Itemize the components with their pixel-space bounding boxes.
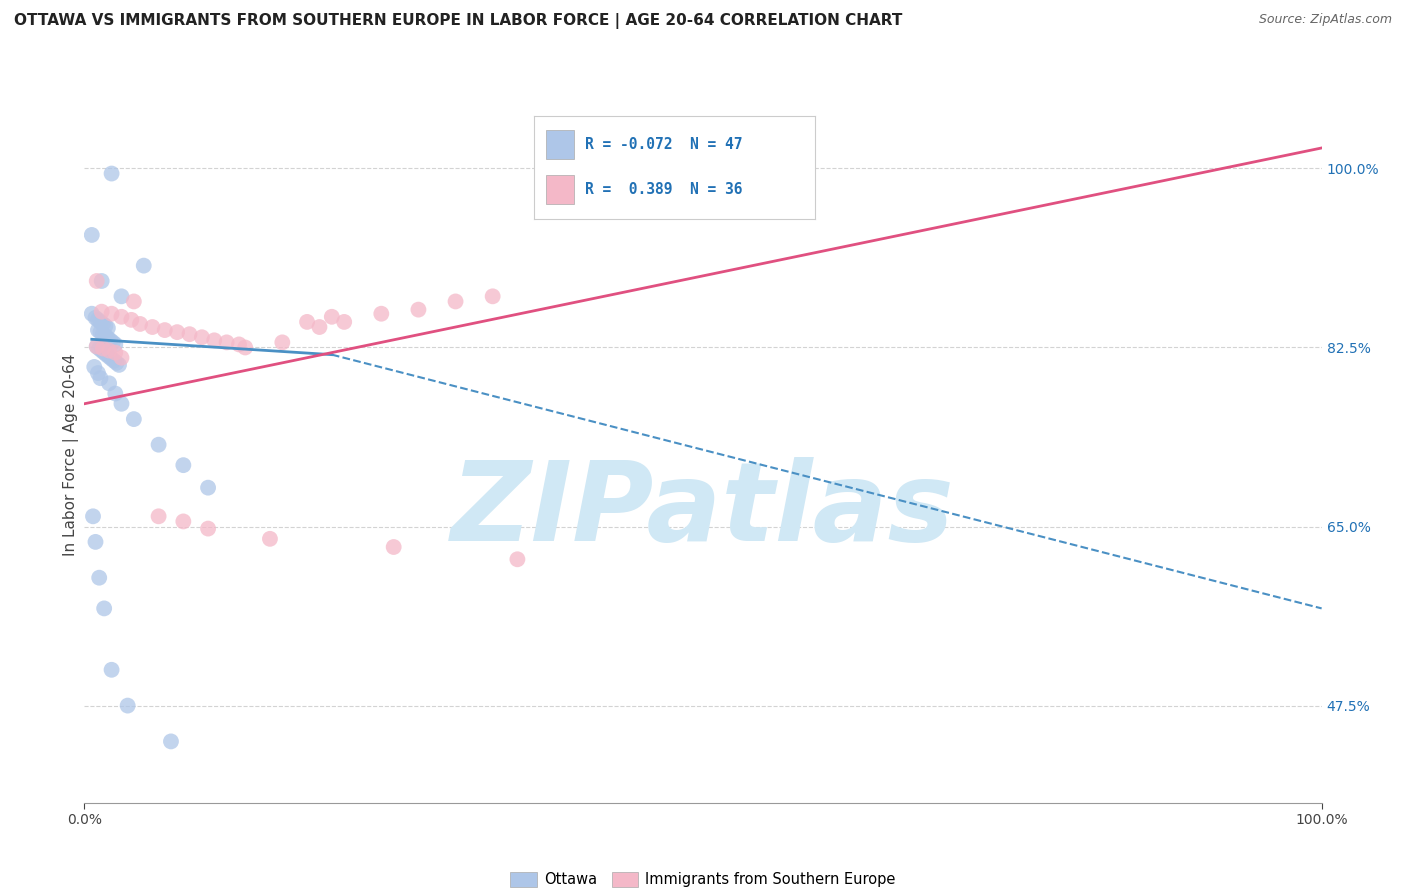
Point [444, 294, 467, 309]
Point [93, 345, 115, 359]
Point [91, 342, 114, 356]
Point [122, 412, 145, 426]
Point [202, 334, 225, 348]
Text: R = -0.072  N = 47: R = -0.072 N = 47 [585, 137, 742, 153]
Bar [546, 176, 574, 204]
Point [97, 321, 120, 335]
Point [91, 327, 114, 342]
Point [166, 325, 188, 339]
Point [93, 601, 115, 615]
Point [117, 698, 139, 713]
Point [87, 366, 110, 380]
Point [94, 318, 117, 333]
Y-axis label: In Labor Force | Age 20-64: In Labor Force | Age 20-64 [63, 354, 79, 556]
Point [80, 227, 103, 242]
Point [191, 330, 214, 344]
Point [83, 359, 105, 374]
Point [89, 342, 111, 356]
Point [89, 371, 111, 385]
Point [481, 289, 503, 303]
Point [122, 294, 145, 309]
Point [98, 334, 121, 348]
Point [110, 397, 132, 411]
Point [308, 320, 330, 334]
Point [233, 341, 256, 355]
Point [104, 386, 127, 401]
Point [101, 335, 124, 350]
Point [100, 351, 122, 366]
Point [110, 351, 132, 365]
Point [96, 348, 118, 362]
Bar [546, 130, 574, 159]
Text: OTTAWA VS IMMIGRANTS FROM SOUTHERN EUROPE IN LABOR FORCE | AGE 20-64 CORRELATION: OTTAWA VS IMMIGRANTS FROM SOUTHERN EUROP… [14, 13, 903, 29]
Point [100, 307, 122, 321]
Point [89, 571, 111, 585]
Point [94, 329, 117, 343]
Point [408, 302, 430, 317]
Point [333, 315, 356, 329]
Text: Source: ZipAtlas.com: Source: ZipAtlas.com [1258, 13, 1392, 27]
Point [80, 307, 103, 321]
Point [321, 310, 343, 324]
Point [506, 552, 529, 566]
Point [89, 315, 111, 329]
Point [100, 663, 122, 677]
Point [89, 325, 111, 339]
Point [82, 509, 104, 524]
Point [271, 335, 294, 350]
Point [90, 343, 112, 358]
Point [197, 522, 219, 536]
Point [105, 356, 128, 370]
Point [153, 323, 176, 337]
Point [100, 167, 122, 181]
Point [98, 376, 121, 391]
Point [104, 337, 127, 351]
Point [259, 532, 281, 546]
Point [97, 331, 120, 345]
Point [84, 310, 107, 325]
Legend: Ottawa, Immigrants from Southern Europe: Ottawa, Immigrants from Southern Europe [505, 866, 901, 892]
Point [197, 481, 219, 495]
Point [295, 315, 318, 329]
Point [172, 458, 194, 472]
Point [98, 350, 121, 364]
Point [90, 304, 112, 318]
Point [98, 343, 121, 358]
Text: ZIPatlas: ZIPatlas [451, 457, 955, 564]
Text: R =  0.389  N = 36: R = 0.389 N = 36 [585, 182, 742, 197]
Point [87, 313, 110, 327]
Point [87, 323, 110, 337]
Point [86, 274, 108, 288]
Point [108, 358, 131, 372]
Point [132, 259, 155, 273]
Point [172, 515, 194, 529]
Point [120, 313, 142, 327]
Point [110, 310, 132, 324]
Point [84, 534, 107, 549]
Point [179, 327, 201, 342]
Point [90, 274, 112, 288]
Point [382, 540, 405, 554]
Point [104, 345, 127, 359]
Point [148, 438, 170, 452]
Point [86, 339, 108, 353]
Point [148, 509, 170, 524]
Point [228, 337, 250, 351]
Point [86, 339, 108, 353]
Point [160, 734, 183, 748]
Point [215, 335, 238, 350]
Point [103, 353, 125, 368]
Point [141, 320, 163, 334]
Point [91, 317, 114, 331]
Point [110, 289, 132, 303]
Point [370, 307, 392, 321]
Point [129, 317, 152, 331]
